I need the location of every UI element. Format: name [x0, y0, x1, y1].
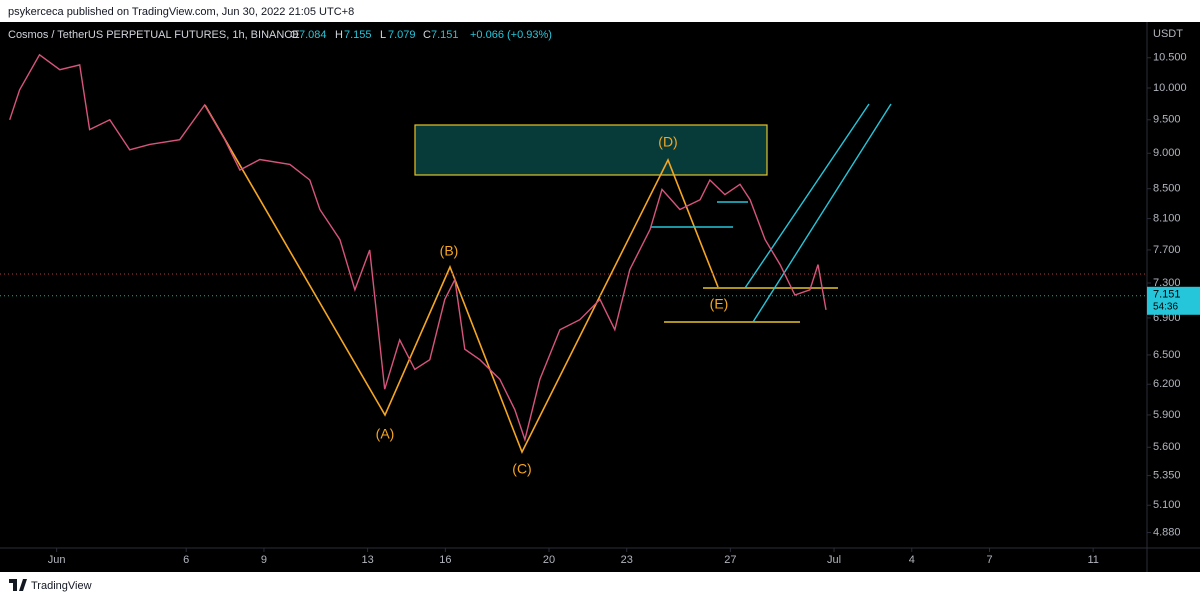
y-tick-label: 9.000: [1153, 147, 1181, 159]
y-tick-label: 5.600: [1153, 441, 1181, 453]
brand-logo: [9, 579, 27, 591]
x-tick-label: 20: [543, 554, 555, 566]
y-tick-label: 6.900: [1153, 312, 1181, 324]
ohlc-label: O: [290, 29, 299, 41]
y-tick-label: 5.100: [1153, 499, 1181, 511]
y-tick-label: 9.500: [1153, 114, 1181, 126]
wave-label: (A): [376, 426, 395, 442]
x-tick-label: 11: [1087, 554, 1098, 566]
last-price-label: 7.151: [1153, 289, 1181, 301]
x-tick-label: Jun: [48, 554, 66, 566]
countdown-label: 54:36: [1153, 301, 1178, 312]
publisher: psykerceca published on TradingView.com,…: [8, 6, 354, 18]
wave-label: (C): [512, 461, 531, 477]
y-tick-label: 8.100: [1153, 212, 1181, 224]
wave-label: (D): [658, 134, 677, 150]
y-tick-label: 4.880: [1153, 526, 1181, 538]
x-tick-label: 9: [261, 554, 267, 566]
footer: [0, 572, 1200, 599]
x-tick-label: 16: [439, 554, 451, 566]
channel-line: [752, 103, 892, 323]
x-tick-label: 6: [183, 554, 189, 566]
x-tick-label: Jul: [827, 554, 841, 566]
resistance-box: [414, 124, 768, 176]
ohlc-value: 7.084: [299, 29, 327, 41]
ohlc-label: C: [423, 29, 431, 41]
y-tick-label: 5.900: [1153, 409, 1181, 421]
wave-label: (B): [440, 243, 459, 259]
x-tick-label: 27: [724, 554, 736, 566]
x-tick-label: 4: [909, 554, 915, 566]
y-tick-label: 5.350: [1153, 469, 1181, 481]
wave-label: (E): [710, 296, 729, 312]
y-tick-label: 7.300: [1153, 277, 1181, 289]
channel-line: [744, 103, 870, 289]
ohlc-value: 7.151: [431, 29, 459, 41]
price-line: [9, 53, 827, 443]
price-unit: USDT: [1153, 28, 1183, 40]
y-tick-label: 7.700: [1153, 244, 1181, 256]
x-tick-label: 23: [621, 554, 633, 566]
ohlc-label: L: [380, 29, 386, 41]
ohlc-label: H: [335, 29, 343, 41]
wave-pattern: [204, 104, 719, 454]
symbol-title: Cosmos / TetherUS PERPETUAL FUTURES, 1h,…: [8, 29, 300, 41]
y-tick-label: 10.000: [1153, 82, 1187, 94]
ohlc-change: +0.066 (+0.93%): [470, 29, 552, 41]
brand-name: TradingView: [31, 580, 92, 592]
y-tick-label: 8.500: [1153, 183, 1181, 195]
last-price-tag: [1147, 286, 1200, 315]
y-tick-label: 6.500: [1153, 349, 1181, 361]
y-tick-label: 10.500: [1153, 52, 1187, 64]
x-tick-label: 13: [361, 554, 373, 566]
y-tick-label: 6.200: [1153, 378, 1181, 390]
ohlc-value: 7.155: [344, 29, 372, 41]
x-tick-label: 7: [986, 554, 992, 566]
ohlc-value: 7.079: [388, 29, 416, 41]
